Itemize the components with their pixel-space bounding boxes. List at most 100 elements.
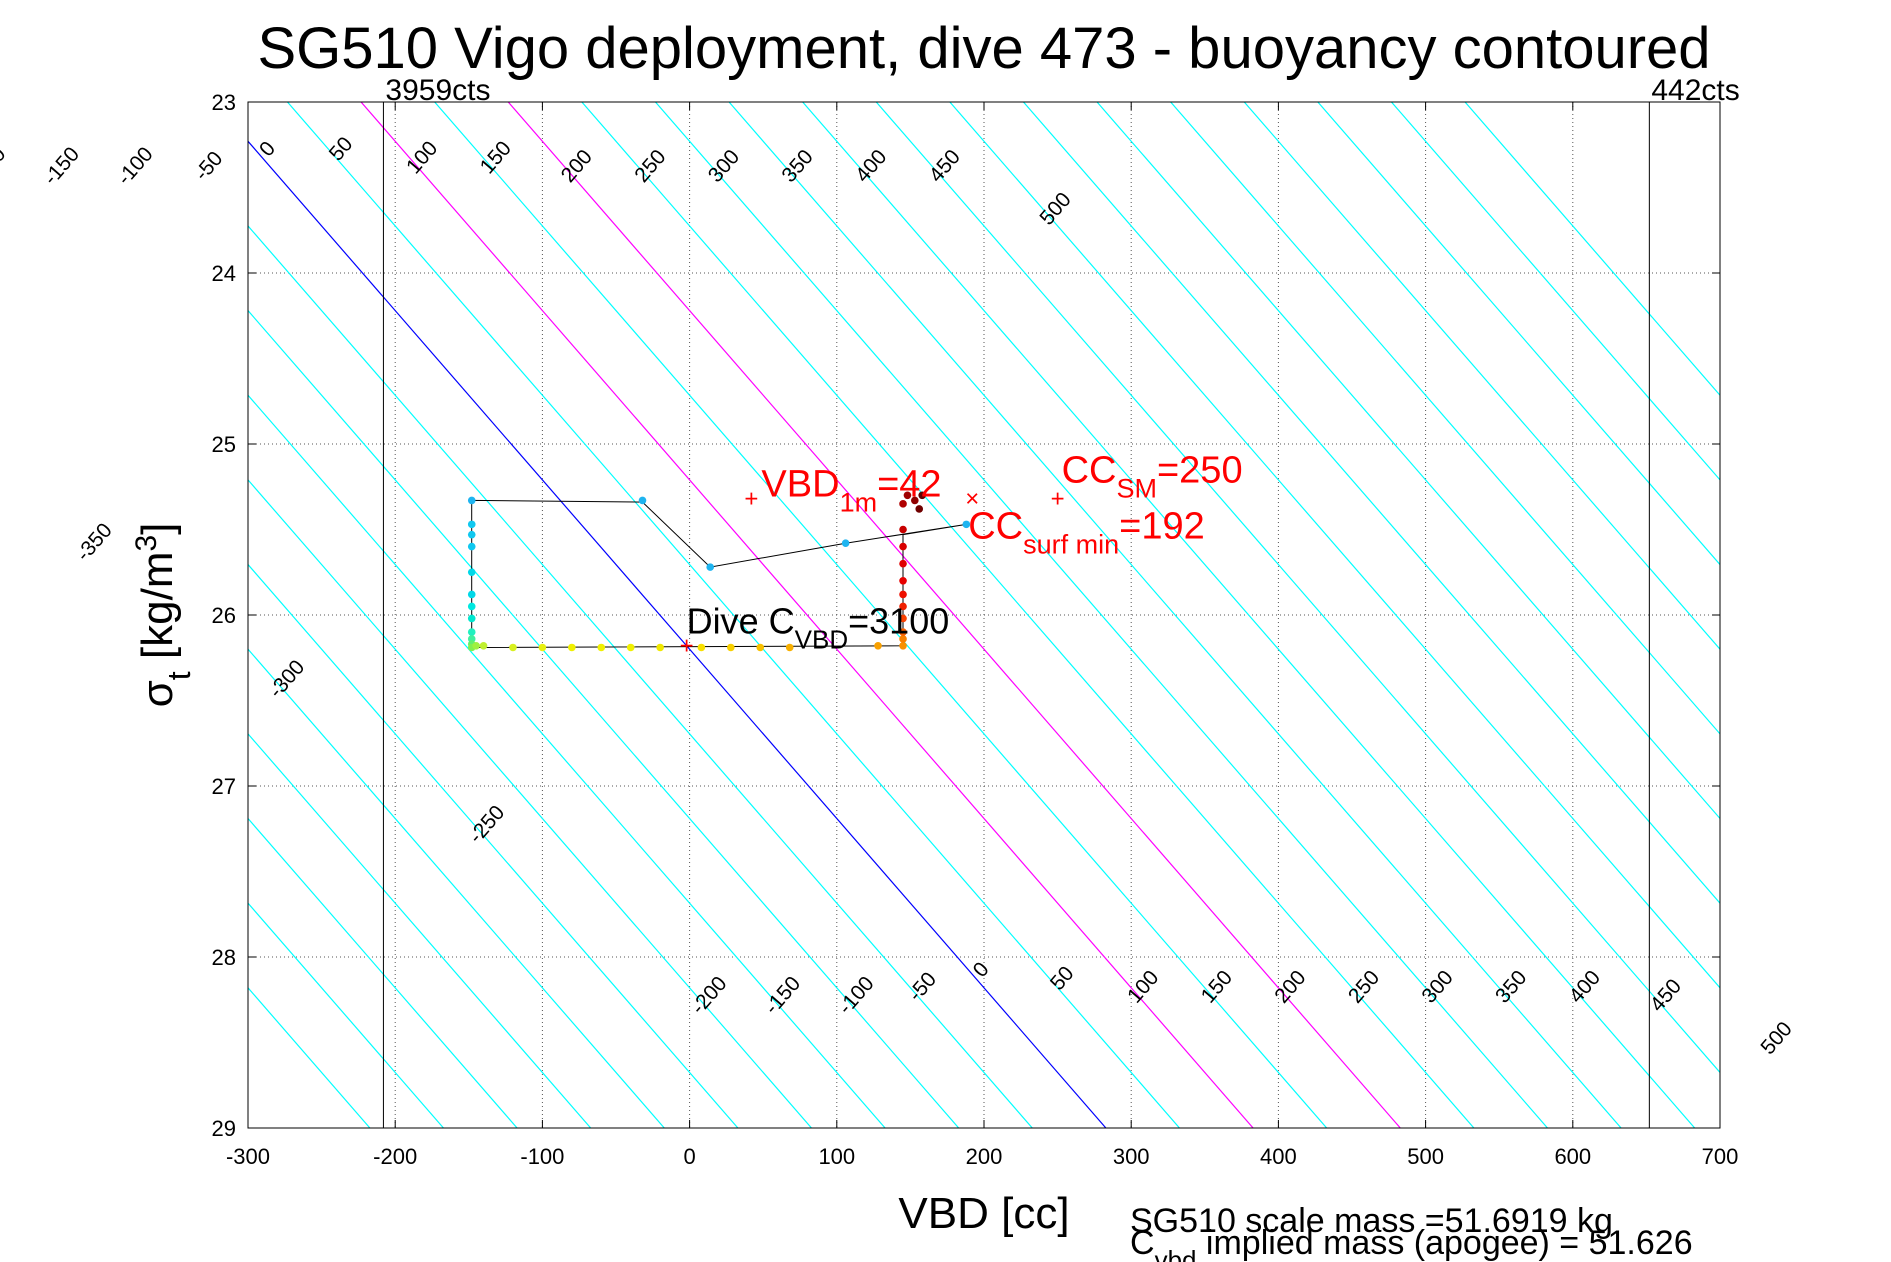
dive-cvbd-label-sub: VBD	[795, 624, 848, 654]
annotations: + VBD1m=42 +CCSM=250×CCsurf min=192+Dive C…	[680, 450, 1243, 660]
y-axis-label-units: [kg/m	[133, 552, 182, 672]
cc-sm-label-main: CC	[1062, 450, 1117, 492]
dive-track-point	[899, 635, 907, 643]
buoyancy-contour-line	[434, 102, 1328, 1128]
scale-mass-text: SG510 scale mass =51.6919 kg	[1130, 1202, 1613, 1240]
cc-sm-marker: +	[1051, 486, 1065, 513]
buoyancy-contour-line	[1022, 102, 1720, 905]
dive-track-point	[706, 563, 715, 571]
buoyancy-contour-line	[248, 902, 444, 1128]
dive-track-point	[899, 628, 907, 636]
buoyancy-contour-line	[248, 648, 665, 1128]
vbd-1m-label-sub: 1m	[840, 488, 878, 518]
buoyancy-contour-line	[1390, 102, 1720, 481]
dive-track-point	[697, 643, 706, 652]
dive-track-point	[509, 643, 517, 652]
buoyancy-contour-line	[1170, 102, 1720, 735]
y-axis-label-symbol: σ	[133, 680, 182, 707]
vbd-1m-label-main: VBD	[761, 464, 839, 506]
dive-track-point	[467, 496, 476, 505]
buoyancy-contour-line	[248, 563, 739, 1128]
buoyancy-contour-line	[802, 102, 1696, 1128]
dive-track-point	[467, 520, 476, 529]
dive-track-point	[962, 520, 971, 529]
dive-track-point	[568, 643, 576, 652]
dive-track	[467, 491, 971, 652]
x-tick-label: 0	[683, 1144, 695, 1169]
grid	[248, 102, 1720, 1128]
cc-sm-label-rest: =250	[1157, 450, 1243, 492]
buoyancy-contour-line	[654, 102, 1548, 1128]
dive-track-point	[841, 539, 850, 547]
x-axis-label: VBD [cc]	[898, 1189, 1069, 1238]
dive-track-point	[467, 542, 476, 551]
dive-track-point	[626, 643, 635, 652]
dive-track-point	[472, 641, 480, 650]
dive-track-point	[467, 628, 476, 636]
x-tick-label: 300	[1113, 1144, 1150, 1169]
y-tick-label: 28	[212, 945, 236, 970]
x-tick-label: 100	[818, 1144, 855, 1169]
x-tick-label: -200	[373, 1144, 417, 1169]
dive-track-point	[638, 496, 647, 505]
buoyancy-contour-line	[507, 102, 1401, 1128]
dive-track-point	[538, 643, 547, 652]
cc-surf-min-marker: ×	[965, 486, 979, 513]
y-axis-label: σt [kg/m3]	[130, 523, 198, 708]
dive-track-point	[756, 643, 765, 652]
buoyancy-contour-line	[360, 102, 1254, 1128]
dive-track-point	[467, 590, 476, 599]
dive-track-point	[467, 614, 476, 623]
vbd-1m-marker: +	[744, 486, 758, 513]
implied-mass-rest: implied mass (apogee) = 51.626	[1196, 1224, 1692, 1262]
dive-track-point	[899, 525, 907, 534]
y-tick-label: 29	[212, 1116, 236, 1141]
y-tick-label: 23	[212, 90, 236, 115]
buoyancy-contour-line	[248, 140, 1107, 1128]
x-tick-label: -100	[520, 1144, 564, 1169]
dive-track-point	[656, 643, 664, 652]
x-tick-label: 500	[1407, 1144, 1444, 1169]
dive-track-point	[899, 542, 907, 551]
dive-track-point	[911, 496, 919, 505]
dive-track-point	[785, 643, 794, 652]
dive-track-point	[874, 641, 882, 650]
buoyancy-contour-line	[581, 102, 1475, 1128]
dive-cvbd-label-main: Dive C	[687, 600, 795, 641]
x-tick-label: 700	[1702, 1144, 1739, 1169]
buoyancy-contour-line	[949, 102, 1720, 989]
dive-cvbd-marker: +	[680, 632, 694, 659]
buoyancy-contour-line	[248, 225, 1033, 1128]
dive-track-point	[899, 559, 907, 568]
dive-track-point	[899, 500, 907, 508]
buoyancy-contour-line	[248, 478, 812, 1128]
y-axis-label-sub: t	[161, 671, 197, 680]
y-axis-label-end: ]	[133, 523, 182, 535]
cc-surf-min-label-main: CC	[968, 506, 1023, 548]
chart-title: SG510 Vigo deployment, dive 473 - buoyan…	[257, 16, 1710, 81]
implied-mass-text: Cvbd implied mass (apogee) = 51.626	[1130, 1224, 1693, 1262]
y-tick-label: 24	[212, 261, 236, 286]
dive-track-point	[479, 641, 488, 650]
buoyancy-contour-line	[248, 817, 518, 1128]
cc-surf-min-label-rest: =192	[1119, 506, 1205, 548]
buoyancy-contour-line	[1317, 102, 1720, 566]
buoyancy-contour-line	[728, 102, 1622, 1128]
y-axis-label-sup: 3	[130, 535, 163, 552]
buoyancy-contour-line	[1464, 102, 1720, 397]
dive-track-point	[727, 643, 735, 652]
dive-track-point	[467, 530, 476, 539]
dive-track-point	[915, 505, 924, 513]
dive-track-point	[899, 602, 907, 611]
buoyancy-contour-line	[248, 309, 960, 1128]
axis-ticks: -300 -200 -100 0 100 200 300 400 500 600 700 23 24 25…	[212, 90, 1739, 1169]
dive-track-point	[903, 491, 912, 500]
x-tick-label: -300	[226, 1144, 270, 1169]
cc-surf-min-label-sub: surf min	[1023, 530, 1119, 560]
cc-surf-min-label: CCsurf min=192	[968, 506, 1205, 560]
x-tick-label: 600	[1554, 1144, 1591, 1169]
implied-mass-sub: vbd	[1155, 1245, 1197, 1262]
vbd-1m-label-rest: =42	[877, 464, 941, 506]
buoyancy-contour-line	[286, 102, 1180, 1128]
